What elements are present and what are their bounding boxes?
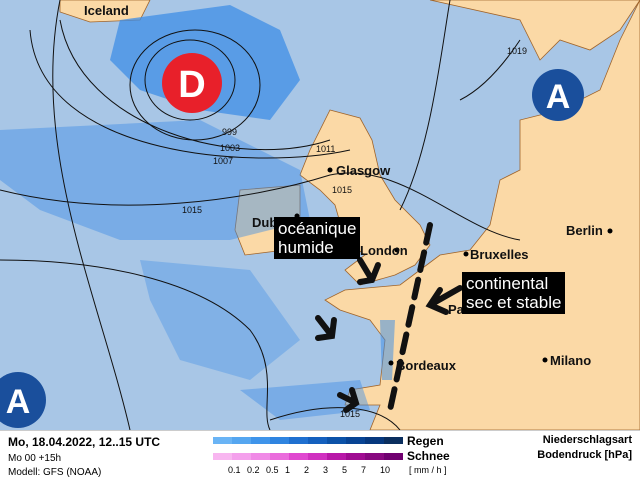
snow-color-swatch [327,453,346,460]
rain-color-swatch [346,437,365,444]
svg-text:1007: 1007 [213,156,233,166]
city-labels: Iceland Glasgow Dublin London Bruxelles … [84,3,613,373]
weather-map: 999 1003 1007 1011 1015 1015 1019 1015 I… [0,0,640,430]
scale-tick: 1 [285,465,291,475]
isobars [0,0,521,430]
snow-label: Schnee [407,449,450,463]
svg-text:London: London [360,243,408,258]
rain-label: Regen [407,434,444,448]
callout-line: sec et stable [466,293,562,312]
svg-text:Glasgow: Glasgow [336,163,391,178]
svg-text:D: D [178,64,205,106]
snow-color-swatch [308,453,327,460]
rain-color-swatch [251,437,270,444]
isobar-labels: 999 1003 1007 1011 1015 1015 1019 1015 [182,46,527,419]
svg-text:A: A [6,383,31,421]
forecast-date: Mo, 18.04.2022, 12..15 UTC [8,435,161,449]
legend: Mo, 18.04.2022, 12..15 UTC Mo 00 +15h Mo… [0,430,640,479]
model-name: Modell: GFS (NOAA) [8,467,102,478]
callout-line: continental [466,274,549,293]
snow-color-swatch [365,453,384,460]
scale-tick: 2 [304,465,310,475]
svg-text:1015: 1015 [332,185,352,195]
rain-color-swatch [308,437,327,444]
legend-title-pressure: Bodendruck [hPa] [537,449,632,461]
snow-color-scale [213,453,403,460]
forecast-run: Mo 00 +15h [8,453,62,464]
svg-text:1015: 1015 [182,205,202,215]
svg-text:999: 999 [222,127,237,137]
scale-tick: 7 [361,465,367,475]
callout-oceanic: océanique humide [274,217,361,259]
snow-color-swatch [270,453,289,460]
svg-text:A: A [546,78,571,116]
unit-label: [ mm / h ] [409,465,447,475]
svg-text:1015: 1015 [340,409,360,419]
svg-text:Milano: Milano [550,353,591,368]
snow-color-swatch [251,453,270,460]
snow-color-swatch [384,453,403,460]
scale-tick: 3 [323,465,329,475]
snow-color-swatch [213,453,232,460]
callout-line: humide [278,238,334,257]
svg-text:1011: 1011 [316,144,335,154]
rain-color-swatch [327,437,346,444]
rain-color-swatch [213,437,232,444]
rain-color-swatch [289,437,308,444]
rain-color-scale [213,437,403,444]
rain-color-swatch [232,437,251,444]
scale-tick: 5 [342,465,348,475]
callout-line: océanique [278,219,357,238]
scale-tick: 0.5 [266,465,279,475]
high-pressure-center: A [532,69,584,121]
legend-title-type: Niederschlagsart [542,434,632,446]
rain-color-swatch [365,437,384,444]
snow-color-swatch [232,453,251,460]
low-pressure-center: D [162,53,222,113]
scale-tick: 0.2 [247,465,260,475]
rain-color-swatch [270,437,289,444]
svg-text:Iceland: Iceland [84,3,129,18]
snow-color-swatch [289,453,308,460]
rain-color-swatch [384,437,403,444]
air-mass-arrows [315,222,463,413]
scale-tick: 10 [380,465,391,475]
svg-text:Berlin: Berlin [566,223,603,238]
high-pressure-center: A [0,372,46,428]
svg-text:1003: 1003 [220,143,240,153]
svg-text:1019: 1019 [507,46,527,56]
scale-tick: 0.1 [228,465,241,475]
snow-color-swatch [346,453,365,460]
svg-text:Bruxelles: Bruxelles [470,247,529,262]
callout-continental: continental sec et stable [462,272,566,314]
svg-text:Bordeaux: Bordeaux [396,358,457,373]
